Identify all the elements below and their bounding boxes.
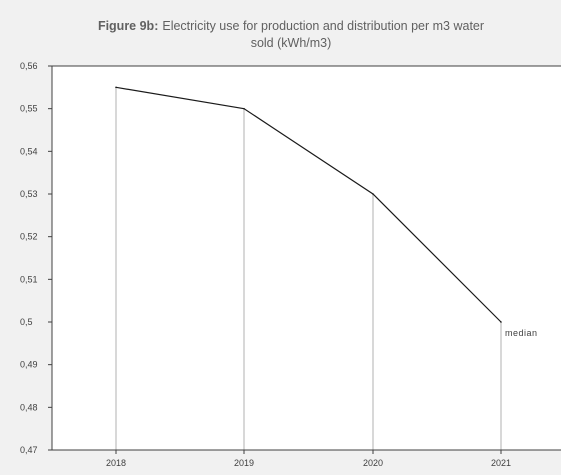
x-axis-tick-labels: 2018 2019 2020 2021: [106, 450, 511, 468]
y-tick-label: 0,47: [20, 445, 38, 455]
y-tick-label: 0,55: [20, 104, 38, 114]
series-line: [115, 86, 502, 323]
data-point: [115, 86, 117, 89]
plot-area: [52, 66, 561, 450]
chart-title-text: Electricity use for production and distr…: [162, 19, 484, 33]
y-tick-label: 0,48: [20, 402, 38, 412]
y-tick-label: 0,51: [20, 274, 38, 284]
y-tick-label: 0,53: [20, 189, 38, 199]
chart-title-line-1: Figure 9b: Electricity use for production…: [98, 19, 484, 33]
x-tick-label: 2018: [106, 458, 126, 468]
annotations: median: [505, 328, 538, 338]
y-tick-label: 0,54: [20, 146, 38, 156]
data-point: [243, 107, 245, 110]
y-axis-tick-labels: 0,56 0,55 0,54 0,53 0,52 0,51 0,5 0,49 0,48 0,47: [20, 61, 52, 455]
y-tick-label: 0,5: [20, 317, 33, 327]
x-tick-label: 2021: [491, 458, 511, 468]
annotation-label: median: [505, 328, 538, 338]
chart-title-line-2: sold (kWh/m3): [251, 36, 332, 50]
y-tick-label: 0,52: [20, 232, 38, 242]
series-group: [115, 86, 502, 323]
data-point: [372, 193, 374, 195]
drop-lines: [115, 87, 502, 450]
x-tick-label: 2020: [363, 458, 383, 468]
axes-group: [51, 65, 561, 451]
data-point: [500, 321, 502, 323]
chart-title-prefix: Figure 9b:: [98, 19, 158, 33]
y-tick-label: 0,56: [20, 61, 38, 71]
x-tick-label: 2019: [234, 458, 254, 468]
y-tick-label: 0,49: [20, 360, 38, 370]
